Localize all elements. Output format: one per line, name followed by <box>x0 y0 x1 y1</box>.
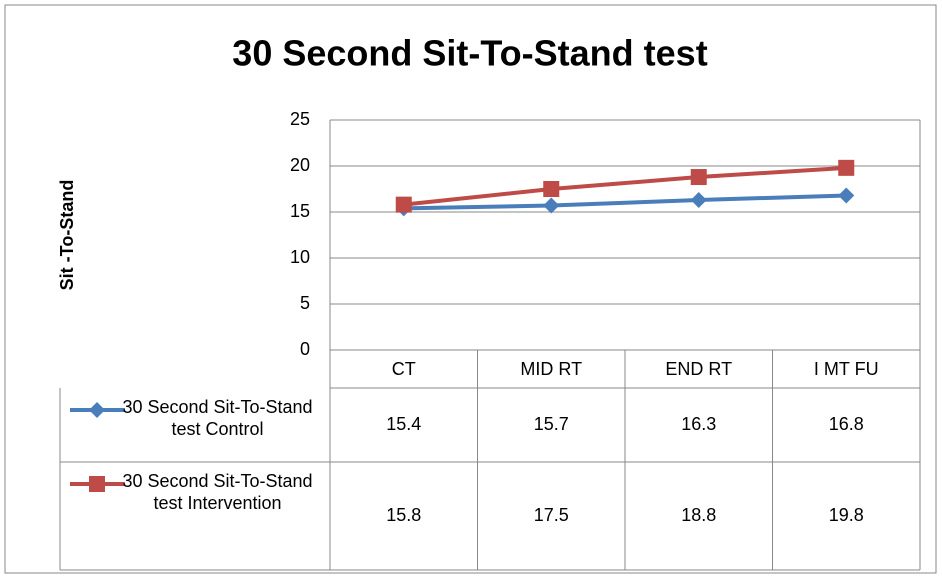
marker <box>543 197 560 214</box>
y-tick-label: 10 <box>290 247 310 267</box>
legend-label: 30 Second Sit-To-Stand test Intervention <box>122 471 313 513</box>
legend-marker <box>89 476 105 492</box>
x-tick-label: END RT <box>665 359 732 379</box>
y-tick-label: 15 <box>290 201 310 221</box>
marker <box>838 159 855 176</box>
table-value: 16.3 <box>681 414 716 434</box>
legend-label: 30 Second Sit-To-Stand test Control <box>122 397 313 439</box>
y-axis-label: Sit -To-Stand <box>57 180 77 291</box>
table-value: 15.4 <box>386 414 421 434</box>
table-value: 15.7 <box>534 414 569 434</box>
y-tick-label: 20 <box>290 155 310 175</box>
marker <box>395 196 412 213</box>
chart-border <box>4 4 937 574</box>
marker <box>690 192 707 209</box>
marker <box>543 181 560 197</box>
x-tick-label: MID RT <box>520 359 582 379</box>
table-value: 17.5 <box>534 505 569 525</box>
table-value: 16.8 <box>829 414 864 434</box>
marker <box>690 169 707 186</box>
chart-title: 30 Second Sit-To-Stand test <box>232 33 707 74</box>
line <box>403 193 847 211</box>
legend-marker <box>89 402 105 418</box>
x-tick-label: CT <box>392 359 416 379</box>
x-tick-label: I MT FU <box>814 359 879 379</box>
y-tick-label: 0 <box>300 339 310 359</box>
line <box>403 165 847 207</box>
table-value: 19.8 <box>829 505 864 525</box>
table-value: 15.8 <box>386 505 421 525</box>
y-tick-label: 25 <box>290 109 310 129</box>
y-tick-label: 5 <box>300 293 310 313</box>
marker <box>838 187 855 204</box>
table-value: 18.8 <box>681 505 716 525</box>
